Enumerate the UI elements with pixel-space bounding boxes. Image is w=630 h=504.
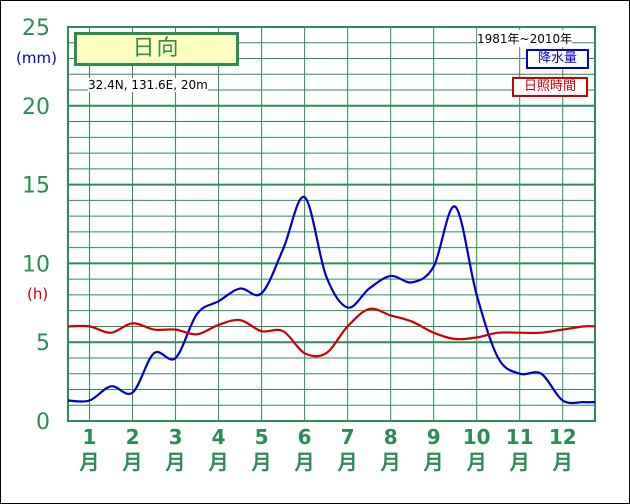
month-suffix-label: 月 — [251, 450, 272, 474]
month-suffix-label: 月 — [165, 450, 186, 474]
legend-precipitation: 降水量 — [526, 49, 589, 69]
month-number-label: 1 — [83, 425, 97, 449]
legend-sunshine: 日照時間 — [512, 77, 588, 97]
month-number-label: 10 — [463, 425, 491, 449]
y-tick-labels: 0 5 10 15 20 25 — [22, 16, 50, 435]
y-unit-precipitation: (mm) — [16, 49, 57, 67]
station-coordinates: 32.4N, 131.6E, 20m — [88, 78, 208, 92]
month-suffix-label: 月 — [466, 450, 487, 474]
month-suffix-label: 月 — [552, 450, 573, 474]
month-number-label: 4 — [212, 425, 226, 449]
month-number-label: 3 — [169, 425, 183, 449]
precipitation-line — [67, 196, 596, 405]
y-tick-label: 0 — [36, 410, 50, 435]
month-number-label: 8 — [384, 425, 398, 449]
y-tick-label: 25 — [22, 16, 50, 41]
month-number-label: 12 — [549, 425, 577, 449]
grid — [67, 26, 596, 422]
month-suffix-label: 月 — [294, 450, 315, 474]
month-suffix-label: 月 — [79, 450, 100, 474]
sunshine-line — [67, 307, 596, 358]
series-lines — [67, 196, 596, 405]
month-number-label: 5 — [255, 425, 269, 449]
month-suffix-label: 月 — [380, 450, 401, 474]
month-number-label: 9 — [427, 425, 441, 449]
month-suffix-label: 月 — [208, 450, 229, 474]
y-tick-label: 10 — [22, 252, 50, 277]
month-number-label: 6 — [298, 425, 312, 449]
y-tick-label: 20 — [22, 95, 50, 120]
month-suffix-label: 月 — [337, 450, 358, 474]
month-suffix-label: 月 — [122, 450, 143, 474]
y-tick-label: 15 — [22, 174, 50, 199]
month-suffix-label: 月 — [509, 450, 530, 474]
plot-border — [67, 26, 596, 422]
month-number-label: 2 — [126, 425, 140, 449]
month-number-label: 7 — [341, 425, 355, 449]
y-tick-label: 5 — [36, 331, 50, 356]
y-unit-sunshine: (h) — [27, 285, 49, 303]
period-label: 1981年~2010年 — [477, 30, 573, 47]
month-suffix-label: 月 — [423, 450, 444, 474]
station-title: 日向 — [74, 32, 239, 66]
month-number-label: 11 — [506, 425, 534, 449]
